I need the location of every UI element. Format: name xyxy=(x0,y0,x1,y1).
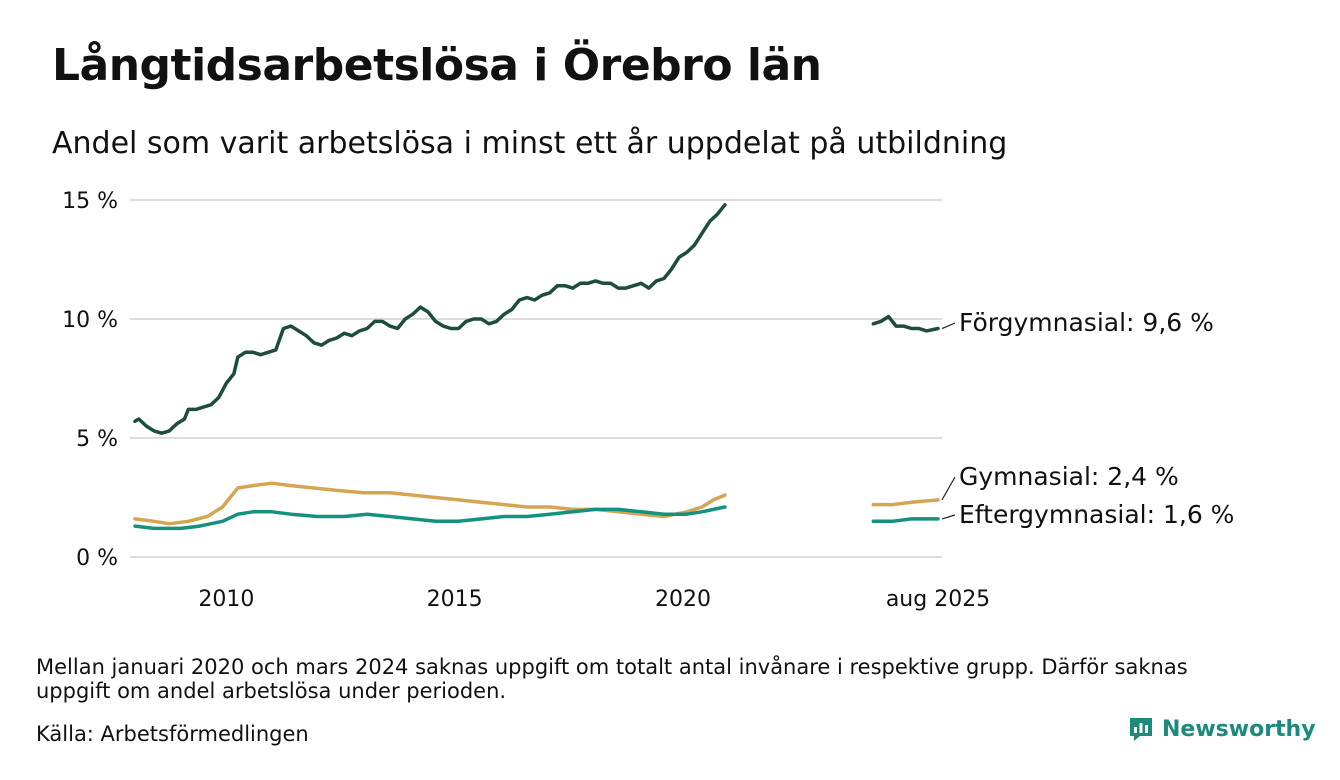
label-connector xyxy=(941,476,956,501)
source-text: Källa: Arbetsförmedlingen xyxy=(36,722,309,746)
footnote: Mellan januari 2020 och mars 2024 saknas… xyxy=(36,655,1188,703)
y-tick-label: 5 % xyxy=(76,427,118,452)
series-line-gymnasial-after-gap xyxy=(871,498,940,507)
series-line-eftergymnasial xyxy=(133,505,727,531)
line-chart: 0 % 5 % 10 % 15 % 2010 2015 2020 aug 2025 Förg… xyxy=(62,189,1234,612)
y-tick-label: 0 % xyxy=(76,546,118,571)
chart-subtitle: Andel som varit arbetslösa i minst ett å… xyxy=(52,126,1008,161)
brand-name: Newsworthy xyxy=(1162,716,1316,742)
series-lines xyxy=(133,203,940,531)
x-tick-label: 2015 xyxy=(427,587,483,612)
y-axis-ticks: 0 % 5 % 10 % 15 % xyxy=(62,189,118,571)
chart-title: Långtidsarbetslösa i Örebro län xyxy=(52,40,822,91)
label-connector xyxy=(941,514,956,520)
bar-chart-speech-bubble-icon xyxy=(1130,718,1152,741)
series-line-gymnasial xyxy=(133,481,727,526)
brand-logo: Newsworthy xyxy=(1128,716,1316,742)
grid-lines xyxy=(130,199,942,558)
series-line-forgymnasial-after-gap xyxy=(871,314,940,333)
x-tick-label: 2020 xyxy=(655,587,711,612)
y-tick-label: 10 % xyxy=(62,308,118,333)
series-label-gymnasial: Gymnasial: 2,4 % xyxy=(959,462,1179,491)
y-tick-label: 15 % xyxy=(62,189,118,214)
x-tick-label: aug 2025 xyxy=(886,587,990,612)
series-label-eftergymnasial: Eftergymnasial: 1,6 % xyxy=(959,500,1234,529)
x-axis-ticks: 2010 2015 2020 aug 2025 xyxy=(198,587,990,612)
series-line-forgymnasial xyxy=(133,203,727,435)
x-tick-label: 2010 xyxy=(198,587,254,612)
series-end-labels: Förgymnasial: 9,6 % Gymnasial: 2,4 % Efter… xyxy=(941,308,1234,529)
series-label-forgymnasial: Förgymnasial: 9,6 % xyxy=(959,308,1214,337)
label-connector xyxy=(941,322,956,330)
series-line-eftergymnasial-after-gap xyxy=(871,517,940,524)
